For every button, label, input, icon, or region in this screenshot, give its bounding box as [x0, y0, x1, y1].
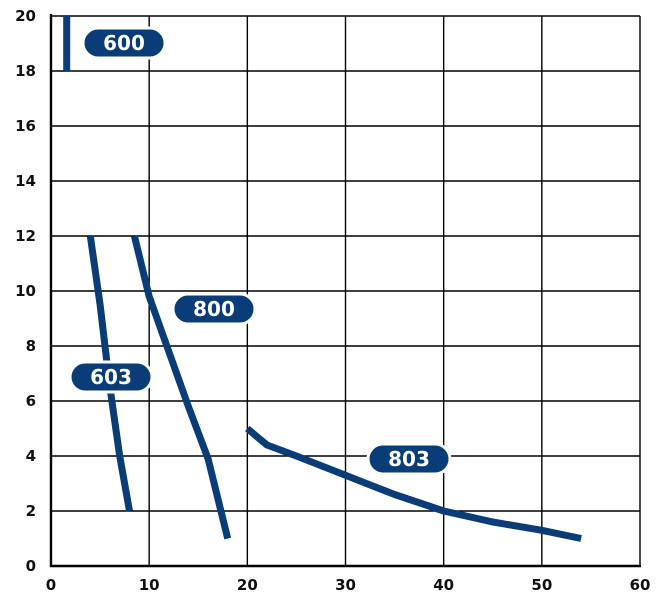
axes	[49, 14, 641, 568]
series-label-800: 800	[171, 292, 257, 326]
series-label-803: 803	[366, 442, 452, 476]
y-tick-label: 12	[15, 227, 36, 245]
series-label-text: 600	[103, 31, 145, 55]
series-label-pill	[68, 360, 154, 394]
x-tick-label: 60	[630, 576, 651, 594]
x-tick-label: 10	[139, 576, 160, 594]
x-tick-label: 30	[335, 576, 356, 594]
x-tick-label: 0	[46, 576, 56, 594]
y-tick-label: 8	[26, 337, 36, 355]
y-tick-label: 16	[15, 117, 36, 135]
series-line-803	[245, 425, 582, 542]
series-labels: 600 603 800 803	[68, 26, 452, 476]
x-tick-label: 40	[433, 576, 454, 594]
series	[63, 16, 582, 542]
y-tick-label: 14	[15, 172, 36, 190]
series-label-text: 603	[90, 365, 132, 389]
series-label-text: 800	[193, 297, 235, 321]
series-label-603: 603	[68, 360, 154, 394]
y-tick-label: 4	[26, 447, 36, 465]
y-tick-label: 20	[15, 7, 36, 25]
y-tick-label: 0	[26, 557, 36, 575]
series-label-600: 600	[81, 26, 167, 60]
series-line-800	[131, 235, 232, 540]
series-label-pill	[366, 442, 452, 476]
series-label-pill	[81, 26, 167, 60]
y-tick-label: 18	[15, 62, 36, 80]
x-tick-label: 20	[237, 576, 258, 594]
y-tick-label: 6	[26, 392, 36, 410]
y-tick-label: 2	[26, 502, 36, 520]
y-tick-label: 10	[15, 282, 36, 300]
series-label-pill	[171, 292, 257, 326]
x-tick-label: 50	[531, 576, 552, 594]
series-label-text: 803	[388, 447, 430, 471]
grid	[50, 15, 641, 567]
